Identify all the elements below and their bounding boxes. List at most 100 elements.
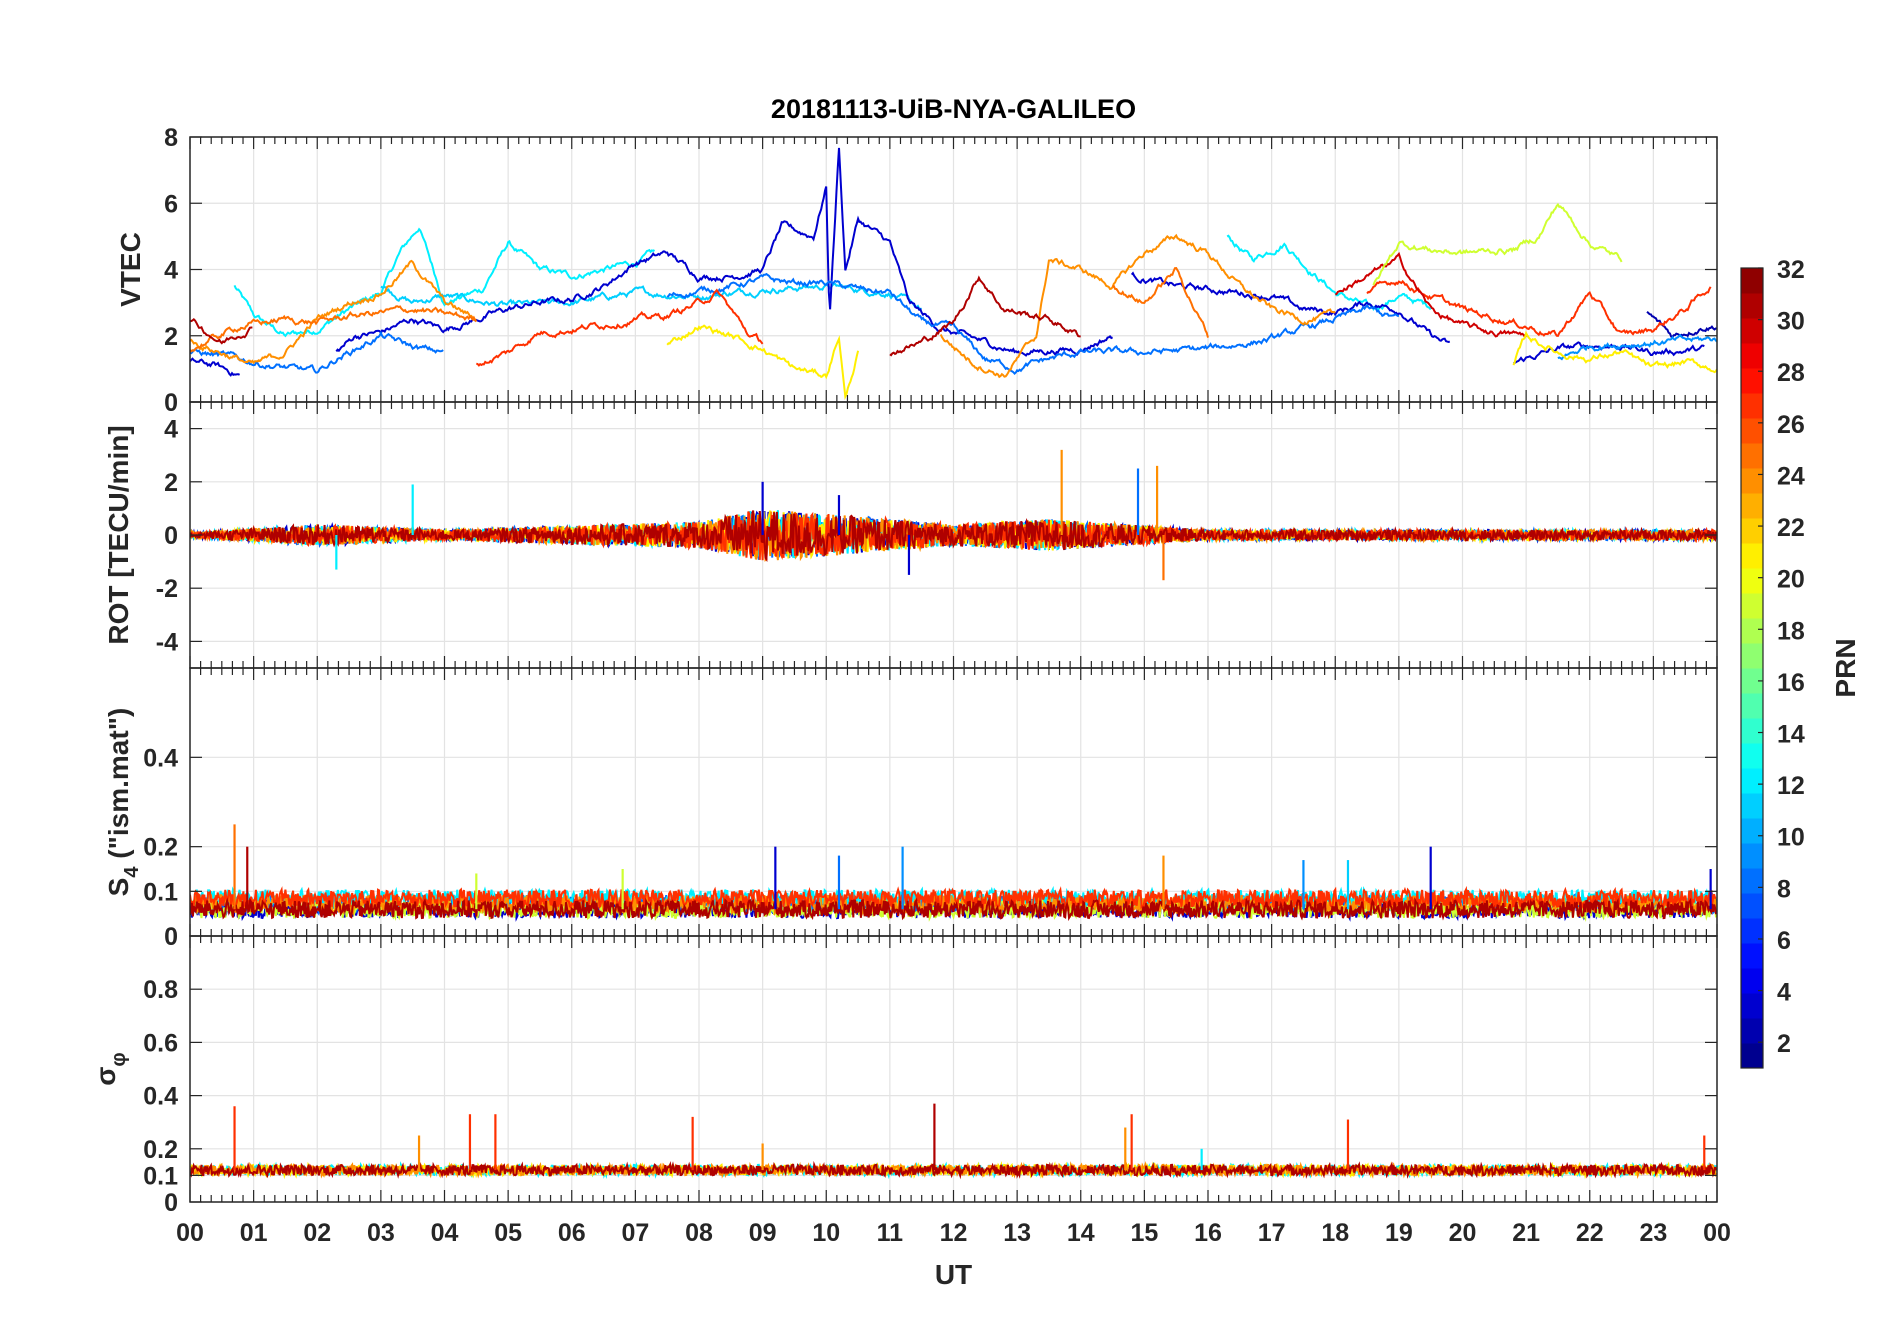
- x-tick-label: 12: [940, 1219, 968, 1247]
- series-line-prn-24: [190, 891, 1717, 917]
- x-tick-label: 04: [431, 1219, 459, 1247]
- series-line-prn-27: [476, 288, 764, 367]
- x-tick-label: 19: [1385, 1219, 1413, 1247]
- y-axis-label: VTEC: [115, 232, 146, 307]
- y-tick-label: 4: [164, 416, 178, 444]
- series-line-prn-8: [666, 272, 1400, 376]
- y-tick-label: -4: [156, 628, 178, 656]
- colorbar-swatch: [1741, 1043, 1763, 1069]
- x-tick-label: 11: [877, 1219, 904, 1247]
- colorbar-swatch: [1741, 943, 1763, 969]
- x-tick-label: 01: [240, 1219, 268, 1247]
- colorbar-swatch: [1741, 968, 1763, 994]
- x-tick-label: 17: [1258, 1219, 1286, 1247]
- colorbar-swatch: [1741, 268, 1763, 294]
- colorbar-swatch: [1741, 1018, 1763, 1044]
- y-axis-label: σφ: [90, 1052, 130, 1085]
- x-tick-label: 20: [1449, 1219, 1477, 1247]
- series-line-prn-31: [889, 275, 1081, 357]
- y-axis-label-sub: 4: [121, 866, 143, 878]
- y-tick-label: 6: [164, 190, 178, 218]
- series-line-prn-25: [190, 305, 478, 353]
- chart-title: 20181113-UiB-NYA-GALILEO: [771, 94, 1136, 124]
- y-axis-label: S4 ("ism.mat"): [103, 708, 143, 897]
- colorbar-swatch: [1741, 518, 1763, 544]
- series-line-prn-3: [335, 147, 1114, 357]
- y-tick-label: 0: [164, 923, 178, 951]
- colorbar-swatch: [1741, 543, 1763, 569]
- series-line-prn-24: [190, 259, 477, 365]
- y-tick-label: 0: [164, 522, 178, 550]
- colorbar-tick-label: 30: [1777, 308, 1805, 336]
- y-tick-label: 0: [164, 389, 178, 417]
- y-tick-label: 0.4: [143, 744, 178, 772]
- colorbar-tick-label: 20: [1777, 566, 1805, 594]
- colorbar-tick-label: 4: [1777, 979, 1791, 1007]
- colorbar-swatch: [1741, 693, 1763, 719]
- series-line-prn-30: [1334, 251, 1527, 339]
- y-axis-label-sub: φ: [108, 1052, 130, 1066]
- colorbar-swatch: [1741, 368, 1763, 394]
- x-tick-label: 13: [1003, 1219, 1031, 1247]
- colorbar-swatch: [1741, 443, 1763, 469]
- colorbar-swatch: [1741, 818, 1763, 844]
- x-tick-label: 05: [494, 1219, 522, 1247]
- colorbar-swatch: [1741, 868, 1763, 894]
- x-tick-label: 00: [176, 1219, 204, 1247]
- series-line-prn-3: [190, 357, 241, 377]
- x-tick-label: 21: [1512, 1219, 1540, 1247]
- series-line-prn-8: [190, 330, 444, 374]
- colorbar-swatch: [1741, 743, 1763, 769]
- colorbar-swatch: [1741, 618, 1763, 644]
- series-line-prn-27: [1366, 279, 1712, 338]
- colorbar-swatch: [1741, 643, 1763, 669]
- y-tick-label: 0: [164, 1189, 178, 1217]
- series-group: [190, 449, 1717, 581]
- y-tick-label: 0.4: [143, 1083, 178, 1111]
- colorbar-tick-label: 10: [1777, 824, 1805, 852]
- colorbar-swatch: [1741, 318, 1763, 344]
- x-tick-label: 18: [1321, 1219, 1349, 1247]
- x-tick-label: 14: [1067, 1219, 1095, 1247]
- series-group: [190, 824, 1717, 922]
- y-axis-label-rest: ("ism.mat"): [103, 708, 134, 867]
- colorbar-swatch: [1741, 393, 1763, 419]
- series-group: [190, 147, 1717, 401]
- series-line-prn-27: [190, 885, 1717, 912]
- series-line-prn-31: [190, 896, 1717, 922]
- colorbar-swatch: [1741, 493, 1763, 519]
- colorbar-swatch: [1741, 568, 1763, 594]
- series-line-prn-19: [1372, 202, 1623, 286]
- y-tick-label: 0.1: [143, 878, 178, 906]
- colorbar-swatch: [1741, 768, 1763, 794]
- colorbar-tick-label: 22: [1777, 514, 1805, 542]
- colorbar-tick-label: 18: [1777, 617, 1805, 645]
- colorbar-tick-label: 12: [1777, 772, 1805, 800]
- x-axis-label: UT: [935, 1259, 972, 1290]
- y-tick-label: 0.2: [143, 1136, 178, 1164]
- series-line-prn-9: [1557, 333, 1717, 361]
- x-tick-label: 22: [1576, 1219, 1604, 1247]
- y-tick-label: -2: [156, 575, 178, 603]
- y-axis-label-main: σ: [90, 1067, 121, 1086]
- colorbar-label: PRN: [1830, 638, 1861, 697]
- series-line-prn-12: [1226, 234, 1432, 312]
- x-tick-label: 00: [1703, 1219, 1731, 1247]
- series-line-prn-31: [190, 317, 253, 345]
- x-tick-label: 23: [1639, 1219, 1667, 1247]
- colorbar-swatch: [1741, 293, 1763, 319]
- series-line-prn-21: [666, 324, 860, 401]
- colorbar-swatch: [1741, 918, 1763, 944]
- x-tick-label: 08: [685, 1219, 713, 1247]
- panel-s4: 00.10.20.4S4 ("ism.mat"): [103, 667, 1718, 951]
- colorbar-tick-label: 32: [1777, 256, 1805, 284]
- colorbar-tick-label: 16: [1777, 669, 1805, 697]
- y-tick-label: 0.6: [143, 1029, 178, 1057]
- x-tick-label: 07: [621, 1219, 649, 1247]
- colorbar-tick-label: 2: [1777, 1030, 1791, 1058]
- y-axis-label: ROT [TECU/min]: [103, 425, 134, 644]
- x-tick-label: 10: [812, 1219, 840, 1247]
- colorbar-swatch: [1741, 718, 1763, 744]
